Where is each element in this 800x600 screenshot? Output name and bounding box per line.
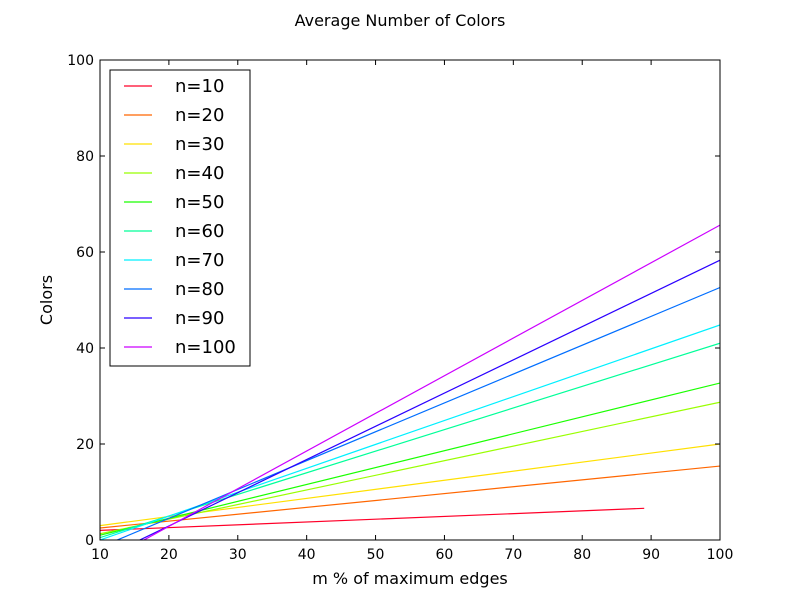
legend-label: n=80 (175, 279, 224, 300)
x-tick-label: 60 (436, 547, 454, 563)
legend-box (109, 69, 251, 367)
y-axis-label: Colors (37, 275, 56, 325)
y-tick-label: 80 (76, 149, 94, 165)
x-tick-label: 100 (707, 547, 734, 563)
legend-label: n=60 (175, 221, 224, 242)
x-tick-label: 70 (504, 547, 522, 563)
plot-frame (99, 59, 721, 541)
series-line-n-80 (115, 286, 720, 540)
legend-label: n=10 (175, 76, 224, 97)
x-tick-label: 90 (642, 547, 660, 563)
series-line-n-40 (100, 401, 720, 535)
y-tick-label: 40 (76, 341, 94, 357)
x-tick-label: 10 (91, 547, 109, 563)
x-tick-label: 40 (298, 547, 316, 563)
legend-label: n=50 (175, 192, 224, 213)
x-axis-label: m % of maximum edges (312, 569, 508, 588)
series-line-n-60 (100, 342, 720, 539)
legend-label: n=70 (175, 250, 224, 271)
y-tick-label: 20 (76, 437, 94, 453)
legend-label: n=100 (175, 337, 236, 358)
y-tick-label: 60 (76, 245, 94, 261)
legend: n=10 n=20 n=30 n=40 n=50 n=60 n=70 n=80 n=90 n=10… (109, 69, 251, 367)
chart-title: Average Number of Colors (295, 11, 506, 30)
legend-label: n=90 (175, 308, 224, 329)
y-tick-label: 0 (85, 533, 94, 549)
legend-items: n=10 n=20 n=30 n=40 n=50 n=60 n=70 n=80 n=90 n=10… (124, 76, 236, 358)
legend-label: n=40 (175, 163, 224, 184)
series-line-n-20 (100, 465, 720, 529)
series-line-n-10 (100, 507, 645, 531)
x-tick-label: 20 (160, 547, 178, 563)
ticks-layer: 10 20 30 40 50 60 70 80 90 100 0 20 40 60 80 100 (67, 53, 733, 563)
y-tick-label: 100 (67, 53, 94, 69)
legend-label: n=30 (175, 134, 224, 155)
series-line-n-100 (142, 224, 720, 540)
x-tick-label: 80 (573, 547, 591, 563)
x-tick-label: 30 (229, 547, 247, 563)
legend-label: n=20 (175, 105, 224, 126)
x-tick-label: 50 (367, 547, 385, 563)
series-line-n-90 (138, 259, 720, 540)
series-layer (100, 224, 720, 540)
